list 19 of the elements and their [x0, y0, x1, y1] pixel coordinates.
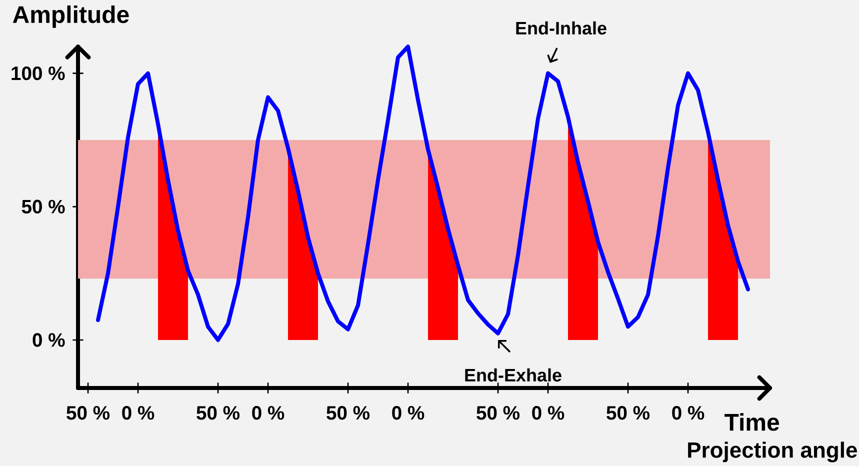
- x-tick-label: 0 %: [672, 406, 704, 420]
- y-axis-title: Amplitude: [12, 5, 129, 28]
- annotation: End-Exhale: [465, 368, 562, 382]
- x-tick-label: 50 %: [66, 406, 110, 420]
- x-tick-label: 50 %: [606, 406, 650, 420]
- x-axis-title: Time: [724, 413, 780, 431]
- x-tick-label: 50 %: [196, 406, 240, 420]
- x-tick-label: 0 %: [122, 406, 154, 420]
- x-tick-label: 0 %: [252, 406, 284, 420]
- x-tick-label: 50 %: [326, 406, 370, 420]
- y-tick-label: 100 %: [12, 66, 65, 80]
- text: Projection angle: [688, 442, 857, 462]
- x-tick-label: 0 %: [532, 406, 564, 420]
- x-tick-label: 50 %: [476, 406, 520, 420]
- y-tick-label: 0 %: [32, 333, 65, 347]
- x-tick-label: 0 %: [392, 406, 424, 420]
- line-series: [96, 44, 750, 342]
- y-tick-label: 50 %: [22, 200, 65, 214]
- text: End-Inhale: [516, 21, 606, 35]
